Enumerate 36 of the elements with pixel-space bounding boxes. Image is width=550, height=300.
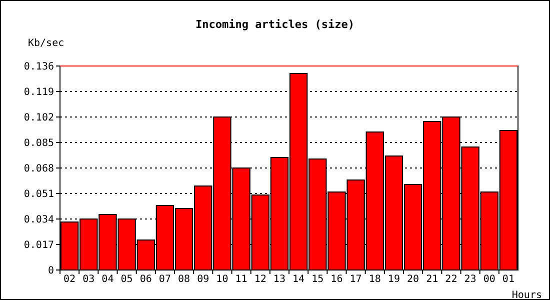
x-tick-label: 03	[82, 274, 95, 285]
x-tick-label: 14	[292, 274, 305, 285]
x-tick-label: 06	[140, 274, 152, 285]
x-tick-label: 15	[312, 274, 324, 285]
x-tick-label: 11	[235, 274, 248, 285]
x-tick-label: 19	[388, 274, 400, 285]
x-tick-label: 02	[64, 274, 76, 285]
x-axis-title: Hours	[512, 290, 542, 300]
y-tick-label: 0.068	[24, 164, 54, 174]
y-tick-label: 0.034	[24, 214, 54, 226]
x-tick-label: 17	[350, 274, 362, 285]
y-tick-label: 0.102	[24, 112, 54, 124]
x-tick-label: 18	[368, 274, 381, 285]
x-tick-label: 20	[407, 274, 420, 285]
y-tick-label: 0.119	[24, 87, 54, 98]
x-tick-label: 21	[426, 274, 438, 285]
chart-title: Incoming articles (size)	[196, 18, 354, 31]
x-tick-label: 07	[158, 274, 171, 285]
y-axis-title: Kb/sec	[28, 38, 64, 49]
y-tick-label: 0	[48, 266, 54, 276]
x-tick-label: 00	[483, 274, 496, 285]
y-tick-label: 0.051	[24, 189, 54, 200]
y-tick-label: 0.017	[24, 240, 54, 251]
y-tick-label: 0.136	[24, 62, 54, 72]
x-tick-label: 04	[102, 274, 114, 285]
x-tick-label: 10	[216, 274, 228, 285]
x-tick-label: 12	[254, 274, 266, 285]
y-tick-label: 0.085	[24, 138, 54, 149]
x-tick-label: 23	[464, 274, 476, 285]
x-tick-label: 05	[120, 274, 133, 285]
x-tick-label: 08	[178, 274, 190, 285]
x-tick-label: 01	[502, 274, 514, 285]
x-tick-label: 22	[445, 274, 458, 285]
x-tick-label: 16	[330, 274, 343, 285]
x-tick-label: 09	[197, 274, 210, 285]
x-tick-label: 13	[273, 274, 286, 285]
